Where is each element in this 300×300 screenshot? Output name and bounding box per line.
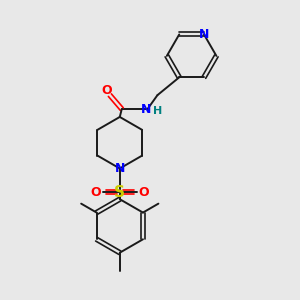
Text: N: N — [199, 28, 209, 41]
Text: S: S — [114, 185, 125, 200]
Text: N: N — [115, 162, 125, 175]
Text: O: O — [91, 186, 101, 199]
Text: O: O — [102, 84, 112, 97]
Text: N: N — [141, 103, 152, 116]
Text: O: O — [138, 186, 149, 199]
Text: H: H — [153, 106, 162, 116]
